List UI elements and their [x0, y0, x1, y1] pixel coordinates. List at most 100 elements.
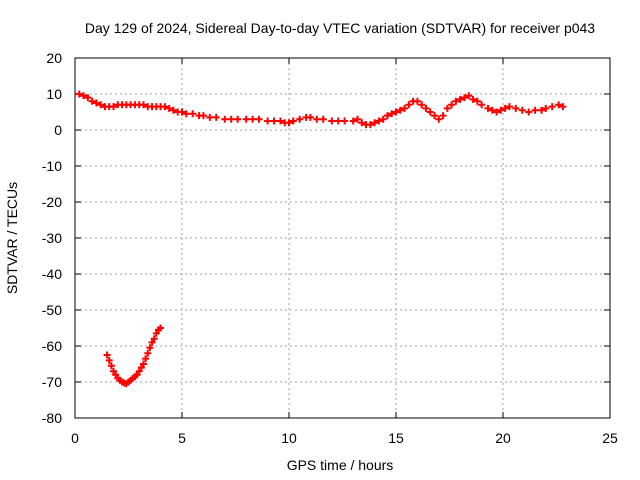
data-point: [538, 106, 546, 114]
data-point: [296, 115, 304, 123]
y-tick-label: 0: [54, 122, 62, 138]
data-point: [270, 117, 278, 125]
data-point: [182, 110, 190, 118]
data-point: [448, 101, 456, 109]
data-point: [148, 338, 156, 346]
data-point: [92, 99, 100, 107]
data-point: [178, 108, 186, 116]
data-point: [157, 324, 165, 332]
y-tick-label: -40: [42, 266, 62, 282]
data-point: [392, 108, 400, 116]
data-point: [405, 101, 413, 109]
data-point: [548, 103, 556, 111]
data-point: [80, 92, 88, 100]
data-point: [426, 108, 434, 116]
data-point: [276, 117, 284, 125]
data-point: [353, 115, 361, 123]
data-point: [212, 113, 220, 121]
x-tick-label: 25: [602, 430, 618, 446]
data-point: [289, 117, 297, 125]
data-point: [306, 113, 314, 121]
data-point: [349, 117, 357, 125]
data-point: [465, 92, 473, 100]
data-point: [505, 103, 513, 111]
data-point: [139, 360, 147, 368]
data-point: [189, 110, 197, 118]
x-tick-label: 10: [281, 430, 297, 446]
y-tick-label: 10: [46, 86, 62, 102]
data-point: [264, 117, 272, 125]
chart-title: Day 129 of 2024, Sidereal Day-to-day VTE…: [85, 20, 595, 36]
data-point: [497, 106, 505, 114]
x-tick-label: 0: [71, 430, 79, 446]
data-point: [103, 351, 111, 359]
data-point: [383, 112, 391, 120]
data-point: [512, 104, 520, 112]
data-point: [313, 115, 321, 123]
data-point: [473, 97, 481, 105]
data-point: [559, 103, 567, 111]
series-0: [75, 90, 567, 129]
data-point: [110, 367, 118, 375]
data-point: [319, 115, 327, 123]
data-point: [341, 117, 349, 125]
data-point: [435, 115, 443, 123]
y-tick-label: 20: [46, 50, 62, 66]
data-point: [366, 121, 374, 129]
data-point: [139, 101, 147, 109]
data-point: [161, 103, 169, 111]
axis-ticks: 20 10 0 -10 -20 -30 -40 -50 -60 -70 -80 0 5 10 15 20 25: [42, 50, 618, 446]
data-point: [110, 103, 118, 111]
data-point: [493, 108, 501, 116]
data-marks: [75, 90, 567, 388]
data-point: [488, 106, 496, 114]
x-tick-label: 5: [178, 430, 186, 446]
data-point: [396, 106, 404, 114]
data-point: [249, 115, 257, 123]
data-point: [418, 101, 426, 109]
data-point: [525, 108, 533, 116]
x-axis-label: GPS time / hours: [287, 457, 394, 473]
data-point: [144, 349, 152, 357]
data-point: [88, 97, 96, 105]
data-point: [401, 104, 409, 112]
data-point: [107, 362, 115, 370]
data-point: [542, 104, 550, 112]
data-point: [165, 104, 173, 112]
data-point: [146, 344, 154, 352]
data-point: [199, 112, 207, 120]
data-point: [112, 371, 120, 379]
y-tick-label: -50: [42, 302, 62, 318]
x-tick-label: 15: [388, 430, 404, 446]
data-point: [221, 115, 229, 123]
data-point: [501, 104, 509, 112]
data-point: [358, 119, 366, 127]
data-point: [328, 117, 336, 125]
data-point: [84, 94, 92, 102]
y-tick-label: -30: [42, 230, 62, 246]
data-point: [133, 371, 141, 379]
data-point: [484, 104, 492, 112]
y-tick-label: -60: [42, 338, 62, 354]
data-point: [169, 106, 177, 114]
data-point: [75, 90, 83, 98]
y-axis-label: SDTVAR / TECUs: [4, 182, 20, 294]
y-tick-label: -20: [42, 194, 62, 210]
data-point: [431, 112, 439, 120]
data-point: [334, 117, 342, 125]
y-tick-label: -70: [42, 374, 62, 390]
x-tick-label: 20: [495, 430, 511, 446]
data-point: [443, 104, 451, 112]
data-point: [439, 112, 447, 120]
y-tick-label: -80: [42, 410, 62, 426]
data-point: [150, 335, 158, 343]
data-point: [531, 106, 539, 114]
data-point: [152, 329, 160, 337]
data-point: [452, 97, 460, 105]
data-point: [142, 355, 150, 363]
data-point: [135, 367, 143, 375]
data-point: [379, 115, 387, 123]
data-point: [97, 101, 105, 109]
data-point: [242, 115, 250, 123]
